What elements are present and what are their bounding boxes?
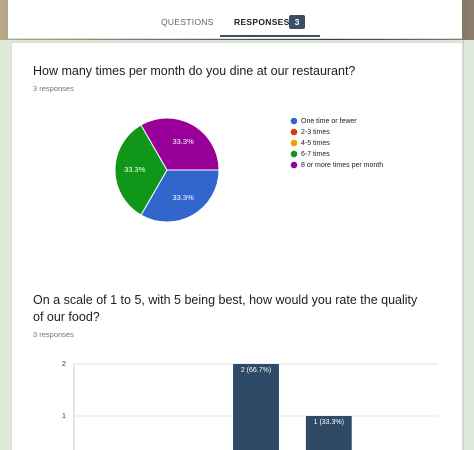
legend-label: 4-5 times xyxy=(301,140,330,147)
legend-swatch xyxy=(290,128,298,136)
y-tick-label: 1 xyxy=(62,411,66,420)
legend-label: 2-3 times xyxy=(301,129,330,136)
bar xyxy=(233,364,279,450)
pie-slice xyxy=(140,117,220,171)
legend-label: One time or fewer xyxy=(301,118,357,125)
legend-label: 8 or more times per month xyxy=(301,162,383,169)
pie-slice xyxy=(140,169,220,223)
bar-label: 1 (33.3%) xyxy=(314,419,344,426)
legend-swatch xyxy=(290,150,298,158)
response-count-text: 3 responses xyxy=(33,330,74,339)
slice-label: 33.3% xyxy=(172,137,194,146)
tab-bar: QUESTIONS RESPONSES 3 xyxy=(8,0,462,39)
legend-swatch xyxy=(290,139,298,147)
legend-swatch xyxy=(290,117,298,125)
response-count-text: 3 responses xyxy=(33,84,74,93)
tab-indicator xyxy=(220,35,320,37)
legend-label: 6-7 times xyxy=(301,151,330,158)
y-tick-label: 2 xyxy=(62,359,66,368)
bar xyxy=(305,416,352,450)
response-count: 3 xyxy=(289,15,305,29)
legend-swatch xyxy=(290,161,298,169)
bar-label: 2 (66.7%) xyxy=(241,367,271,374)
question-title: How many times per month do you dine at … xyxy=(33,64,356,78)
slice-label: 33.3% xyxy=(124,165,146,174)
tab[interactable]: RESPONSES xyxy=(234,17,290,27)
slice-label: 33.3% xyxy=(172,193,194,202)
sidebar xyxy=(463,40,474,450)
question-title: On a scale of 1 to 5, with 5 being best,… xyxy=(33,293,418,324)
pie-slice xyxy=(114,124,168,216)
tab[interactable]: QUESTIONS xyxy=(161,17,214,27)
